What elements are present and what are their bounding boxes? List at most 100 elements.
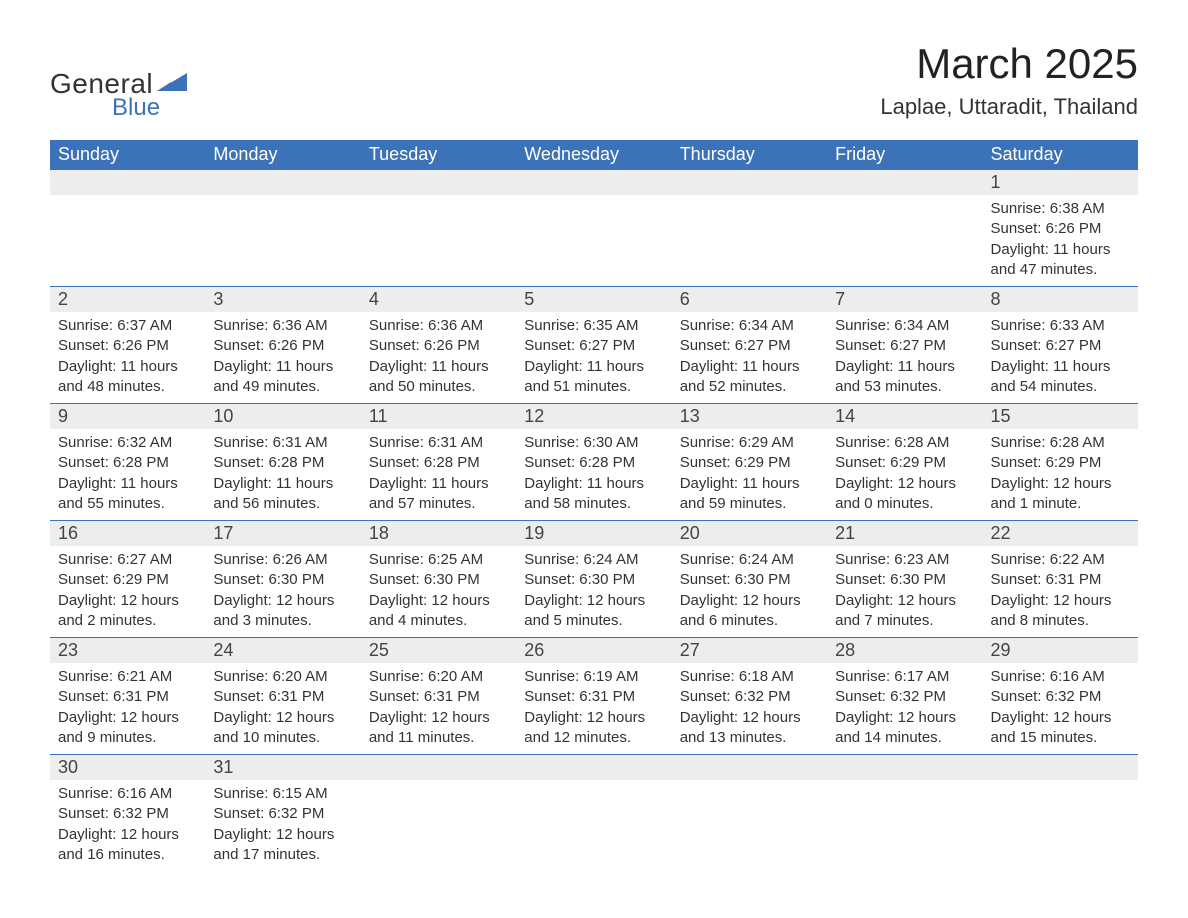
month-title: March 2025: [880, 40, 1138, 88]
day-number-cell: [205, 170, 360, 196]
daynum-row: 1: [50, 170, 1138, 196]
day-number-cell: 2: [50, 287, 205, 313]
day-detail-cell: Sunrise: 6:30 AM Sunset: 6:28 PM Dayligh…: [516, 429, 671, 521]
day-detail-cell: Sunrise: 6:23 AM Sunset: 6:30 PM Dayligh…: [827, 546, 982, 638]
day-number-cell: 19: [516, 521, 671, 547]
weekday-header: Monday: [205, 140, 360, 170]
day-number-cell: 4: [361, 287, 516, 313]
day-detail-cell: Sunrise: 6:25 AM Sunset: 6:30 PM Dayligh…: [361, 546, 516, 638]
day-number-cell: [50, 170, 205, 196]
weekday-header: Thursday: [672, 140, 827, 170]
day-number-cell: 7: [827, 287, 982, 313]
calendar-table: Sunday Monday Tuesday Wednesday Thursday…: [50, 140, 1138, 871]
daynum-row: 23242526272829: [50, 638, 1138, 664]
day-detail-cell: Sunrise: 6:21 AM Sunset: 6:31 PM Dayligh…: [50, 663, 205, 755]
header-row: General Blue March 2025 Laplae, Uttaradi…: [50, 40, 1138, 122]
weekday-header: Tuesday: [361, 140, 516, 170]
day-number-cell: [983, 755, 1138, 781]
daynum-row: 9101112131415: [50, 404, 1138, 430]
day-number-cell: 28: [827, 638, 982, 664]
weekday-header: Sunday: [50, 140, 205, 170]
detail-row: Sunrise: 6:21 AM Sunset: 6:31 PM Dayligh…: [50, 663, 1138, 755]
day-number-cell: 23: [50, 638, 205, 664]
day-detail-cell: [361, 195, 516, 287]
day-number-cell: 22: [983, 521, 1138, 547]
day-number-cell: [361, 170, 516, 196]
day-detail-cell: Sunrise: 6:15 AM Sunset: 6:32 PM Dayligh…: [205, 780, 360, 871]
day-detail-cell: Sunrise: 6:26 AM Sunset: 6:30 PM Dayligh…: [205, 546, 360, 638]
day-detail-cell: Sunrise: 6:32 AM Sunset: 6:28 PM Dayligh…: [50, 429, 205, 521]
location-text: Laplae, Uttaradit, Thailand: [880, 94, 1138, 120]
day-detail-cell: [827, 780, 982, 871]
day-number-cell: 3: [205, 287, 360, 313]
day-detail-cell: Sunrise: 6:33 AM Sunset: 6:27 PM Dayligh…: [983, 312, 1138, 404]
day-detail-cell: [50, 195, 205, 287]
day-number-cell: 13: [672, 404, 827, 430]
day-number-cell: 31: [205, 755, 360, 781]
weekday-header-row: Sunday Monday Tuesday Wednesday Thursday…: [50, 140, 1138, 170]
day-number-cell: 10: [205, 404, 360, 430]
day-number-cell: [672, 170, 827, 196]
day-detail-cell: Sunrise: 6:24 AM Sunset: 6:30 PM Dayligh…: [672, 546, 827, 638]
day-detail-cell: [516, 780, 671, 871]
day-number-cell: 26: [516, 638, 671, 664]
day-number-cell: 30: [50, 755, 205, 781]
day-detail-cell: Sunrise: 6:29 AM Sunset: 6:29 PM Dayligh…: [672, 429, 827, 521]
title-block: March 2025 Laplae, Uttaradit, Thailand: [880, 40, 1138, 120]
day-detail-cell: [672, 780, 827, 871]
day-detail-cell: Sunrise: 6:34 AM Sunset: 6:27 PM Dayligh…: [827, 312, 982, 404]
day-detail-cell: [516, 195, 671, 287]
day-number-cell: 14: [827, 404, 982, 430]
day-number-cell: 21: [827, 521, 982, 547]
day-number-cell: 15: [983, 404, 1138, 430]
day-detail-cell: Sunrise: 6:17 AM Sunset: 6:32 PM Dayligh…: [827, 663, 982, 755]
day-number-cell: 9: [50, 404, 205, 430]
day-detail-cell: Sunrise: 6:31 AM Sunset: 6:28 PM Dayligh…: [361, 429, 516, 521]
day-number-cell: 1: [983, 170, 1138, 196]
day-detail-cell: Sunrise: 6:31 AM Sunset: 6:28 PM Dayligh…: [205, 429, 360, 521]
day-number-cell: [361, 755, 516, 781]
detail-row: Sunrise: 6:38 AM Sunset: 6:26 PM Dayligh…: [50, 195, 1138, 287]
logo: General Blue: [50, 68, 187, 122]
detail-row: Sunrise: 6:37 AM Sunset: 6:26 PM Dayligh…: [50, 312, 1138, 404]
day-detail-cell: Sunrise: 6:38 AM Sunset: 6:26 PM Dayligh…: [983, 195, 1138, 287]
day-detail-cell: Sunrise: 6:20 AM Sunset: 6:31 PM Dayligh…: [361, 663, 516, 755]
day-detail-cell: Sunrise: 6:22 AM Sunset: 6:31 PM Dayligh…: [983, 546, 1138, 638]
day-detail-cell: Sunrise: 6:36 AM Sunset: 6:26 PM Dayligh…: [361, 312, 516, 404]
day-detail-cell: Sunrise: 6:20 AM Sunset: 6:31 PM Dayligh…: [205, 663, 360, 755]
day-detail-cell: [983, 780, 1138, 871]
weekday-header: Friday: [827, 140, 982, 170]
day-detail-cell: [827, 195, 982, 287]
logo-text-blue: Blue: [112, 94, 187, 122]
day-number-cell: 16: [50, 521, 205, 547]
day-detail-cell: Sunrise: 6:28 AM Sunset: 6:29 PM Dayligh…: [827, 429, 982, 521]
day-number-cell: [827, 170, 982, 196]
weekday-header: Saturday: [983, 140, 1138, 170]
day-detail-cell: Sunrise: 6:19 AM Sunset: 6:31 PM Dayligh…: [516, 663, 671, 755]
day-number-cell: 11: [361, 404, 516, 430]
day-detail-cell: Sunrise: 6:16 AM Sunset: 6:32 PM Dayligh…: [983, 663, 1138, 755]
detail-row: Sunrise: 6:16 AM Sunset: 6:32 PM Dayligh…: [50, 780, 1138, 871]
day-detail-cell: Sunrise: 6:35 AM Sunset: 6:27 PM Dayligh…: [516, 312, 671, 404]
day-detail-cell: Sunrise: 6:24 AM Sunset: 6:30 PM Dayligh…: [516, 546, 671, 638]
day-detail-cell: Sunrise: 6:18 AM Sunset: 6:32 PM Dayligh…: [672, 663, 827, 755]
day-number-cell: 6: [672, 287, 827, 313]
day-number-cell: 27: [672, 638, 827, 664]
day-detail-cell: Sunrise: 6:28 AM Sunset: 6:29 PM Dayligh…: [983, 429, 1138, 521]
weekday-header: Wednesday: [516, 140, 671, 170]
day-detail-cell: [672, 195, 827, 287]
day-detail-cell: Sunrise: 6:36 AM Sunset: 6:26 PM Dayligh…: [205, 312, 360, 404]
day-number-cell: 12: [516, 404, 671, 430]
daynum-row: 3031: [50, 755, 1138, 781]
detail-row: Sunrise: 6:27 AM Sunset: 6:29 PM Dayligh…: [50, 546, 1138, 638]
day-detail-cell: Sunrise: 6:37 AM Sunset: 6:26 PM Dayligh…: [50, 312, 205, 404]
day-number-cell: 17: [205, 521, 360, 547]
day-detail-cell: Sunrise: 6:16 AM Sunset: 6:32 PM Dayligh…: [50, 780, 205, 871]
day-number-cell: 25: [361, 638, 516, 664]
day-detail-cell: Sunrise: 6:34 AM Sunset: 6:27 PM Dayligh…: [672, 312, 827, 404]
day-detail-cell: [205, 195, 360, 287]
day-detail-cell: [361, 780, 516, 871]
detail-row: Sunrise: 6:32 AM Sunset: 6:28 PM Dayligh…: [50, 429, 1138, 521]
daynum-row: 2345678: [50, 287, 1138, 313]
daynum-row: 16171819202122: [50, 521, 1138, 547]
